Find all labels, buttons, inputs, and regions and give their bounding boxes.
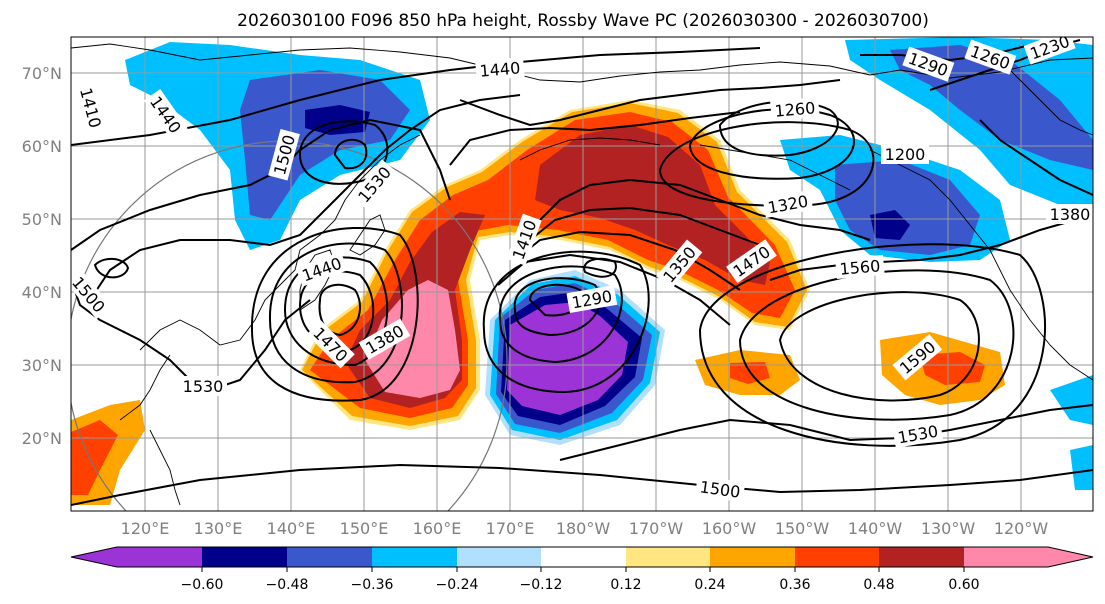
colorbar-bin — [202, 547, 287, 567]
lon-label: 130°E — [194, 519, 243, 538]
lon-label: 140°E — [267, 519, 316, 538]
colorbar-bin — [71, 547, 202, 567]
colorbar: −0.60 −0.48 −0.36 −0.24 −0.12 0.12 0.24 … — [70, 546, 1094, 593]
anomaly-cyan-region — [1070, 445, 1093, 490]
contour-label: 1200 — [885, 145, 926, 164]
anomaly-darkred-region — [535, 125, 770, 285]
lon-label: 150°E — [340, 519, 389, 538]
map-frame — [70, 36, 1094, 512]
lat-label: 70°N — [22, 64, 62, 83]
lon-label: 120°E — [121, 519, 170, 538]
lat-label: 60°N — [22, 137, 62, 156]
colorbar-bin — [457, 547, 541, 567]
colorbar-bin — [372, 547, 457, 567]
anomaly-blue-region — [835, 160, 980, 255]
contour-label: 1260 — [774, 98, 816, 120]
colorbar-tick-label: −0.24 — [436, 577, 479, 593]
latitude-labels: 20°N 30°N 40°N 50°N 60°N 70°N — [22, 64, 62, 448]
lat-label: 30°N — [22, 356, 62, 375]
colorbar-tick-label: 0.48 — [863, 577, 894, 593]
contour-label: 1440 — [479, 58, 521, 80]
colorbar-tick-label: −0.48 — [266, 577, 309, 593]
figure-title: 2026030100 F096 850 hPa height, Rossby W… — [237, 11, 929, 31]
contour-label: 1380 — [1050, 205, 1091, 224]
coastlines — [71, 43, 1093, 506]
anomaly-navy-region — [305, 105, 370, 135]
colorbar-tick-label: 0.12 — [610, 577, 641, 593]
colorbar-tick-label: −0.12 — [520, 577, 563, 593]
height-contours — [71, 37, 1093, 506]
contour-label: 1560 — [839, 256, 881, 278]
contour-label: 1530 — [183, 377, 224, 396]
colorbar-bin — [795, 547, 879, 567]
colorbar-bin — [541, 547, 626, 567]
colorbar-tick-label: −0.36 — [351, 577, 394, 593]
colorbar-tick-label: 0.60 — [948, 577, 979, 593]
lon-label: 180°W — [556, 519, 611, 538]
colorbar-outline — [70, 546, 1094, 568]
colorbar-tick-label: 0.24 — [694, 577, 725, 593]
anomaly-purple-region — [507, 302, 628, 415]
anomaly-red-region — [71, 420, 118, 495]
lon-label: 140°W — [848, 519, 903, 538]
colorbar-tick-label: −0.60 — [181, 577, 224, 593]
longitude-labels: 120°E 130°E 140°E 150°E 160°E 170°E 180°… — [121, 519, 1049, 538]
anomaly-navy-region — [870, 210, 910, 240]
colorbar-bin — [287, 547, 372, 567]
anomaly-cyan-region — [1050, 375, 1093, 425]
lat-label: 50°N — [22, 210, 62, 229]
lon-label: 160°E — [413, 519, 462, 538]
lon-label: 130°W — [921, 519, 976, 538]
colorbar-tick-label: 0.36 — [779, 577, 810, 593]
colorbar-bin — [710, 547, 795, 567]
lon-label: 170°W — [629, 519, 684, 538]
colorbar-bin — [964, 547, 1093, 567]
lon-label: 170°E — [486, 519, 535, 538]
colorbar-bin — [879, 547, 964, 567]
lon-label: 120°W — [994, 519, 1049, 538]
lat-label: 20°N — [22, 429, 62, 448]
anomaly-blue-region — [240, 70, 410, 220]
lon-label: 150°W — [775, 519, 830, 538]
lon-label: 160°W — [702, 519, 757, 538]
colorbar-bin — [626, 547, 710, 567]
lat-label: 40°N — [22, 283, 62, 302]
map-content: 1440 1410 1440 1530 1500 1260 1290 1260 … — [71, 37, 1093, 511]
anomaly-red-region — [920, 352, 985, 385]
